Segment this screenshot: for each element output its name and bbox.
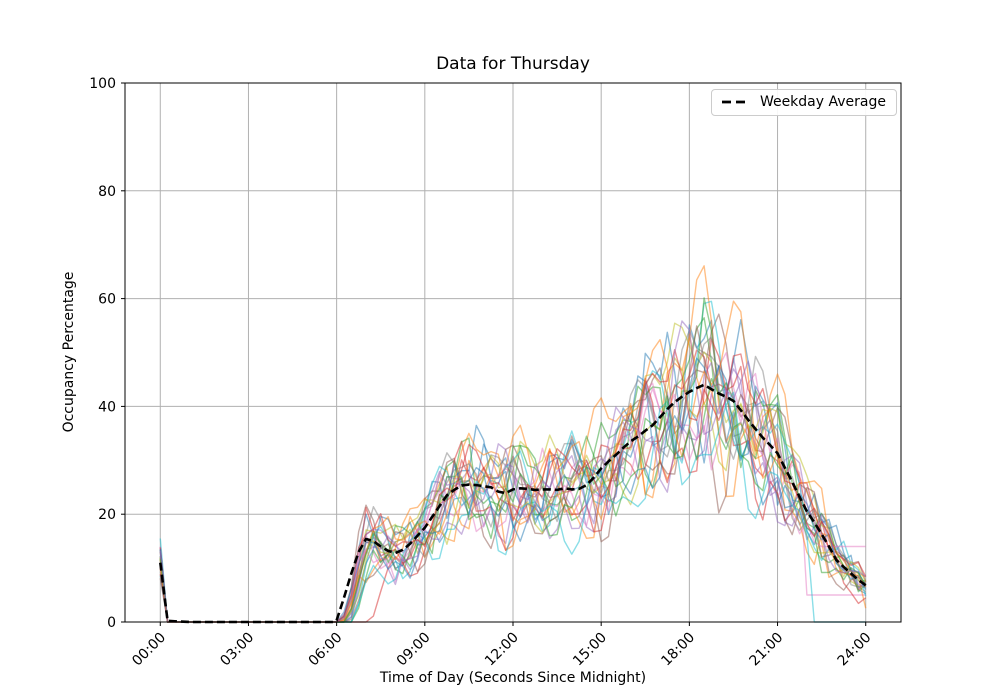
y-tick-label: 80 [98,184,116,200]
x-tick-label: 21:00 [747,630,787,670]
x-tick-label: 09:00 [394,630,434,670]
x-tick-label: 00:00 [129,630,169,670]
y-axis-label: Occupancy Percentage [61,271,77,433]
legend: Weekday Average [710,89,897,116]
y-tick-label: 60 [98,292,116,308]
y-tick-label: 100 [89,76,116,92]
average-line [159,383,867,624]
x-tick-label: 12:00 [482,630,522,670]
y-tick-label: 0 [107,615,116,631]
x-tick-label: 24:00 [835,630,875,670]
y-tick-label: 20 [98,507,116,523]
x-tick-label: 03:00 [217,630,257,670]
x-axis-label: Time of Day (Seconds Since Midnight) [379,670,647,686]
x-tick-label: 06:00 [306,630,346,670]
x-tick-label: 18:00 [658,630,698,670]
x-tick-label: 15:00 [570,630,610,670]
legend-label: Weekday Average [759,94,886,110]
legend-dash-sample-icon [721,100,750,104]
chart-title: Data for Thursday [436,54,590,74]
y-tick-label: 40 [98,399,116,415]
